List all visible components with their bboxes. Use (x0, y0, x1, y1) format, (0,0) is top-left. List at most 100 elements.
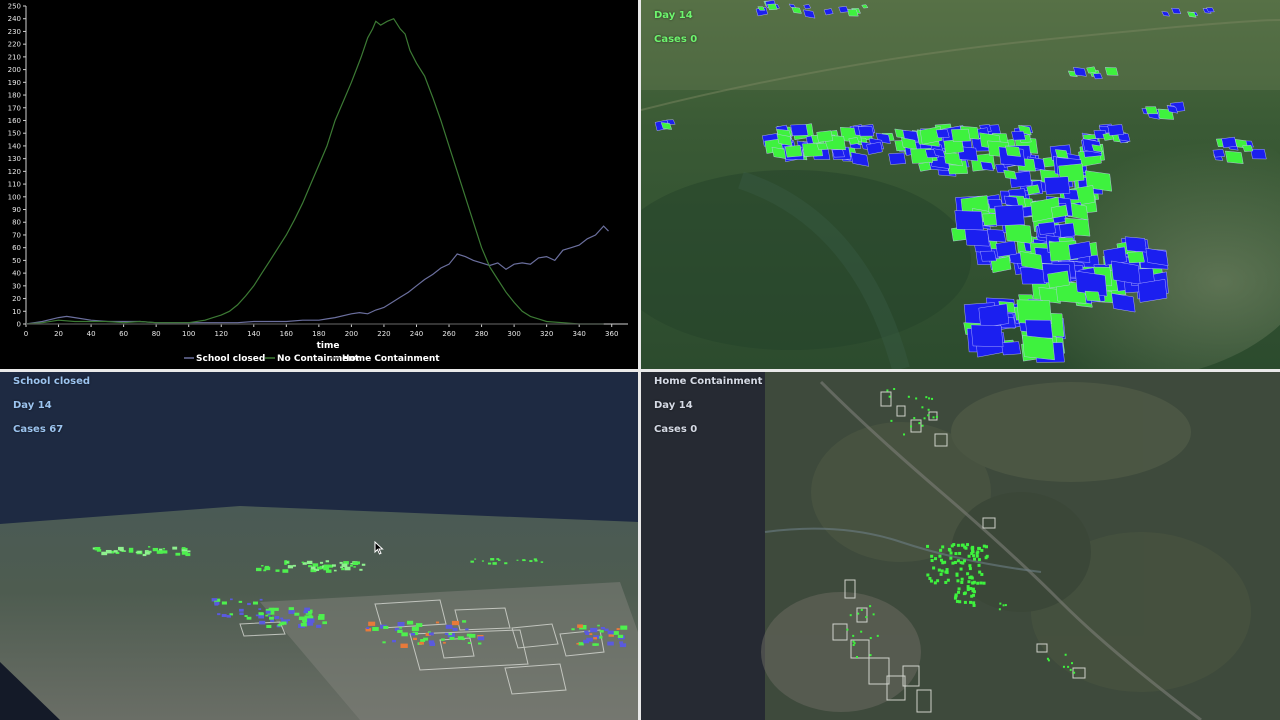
infected-building (1111, 293, 1136, 313)
infected-building (1124, 236, 1147, 253)
infection-marker (918, 422, 921, 425)
infection-marker (302, 617, 310, 623)
infection-marker (926, 544, 930, 548)
infection-marker (589, 633, 593, 636)
infection-marker (971, 589, 975, 593)
infection-marker (966, 585, 970, 589)
infection-marker (971, 547, 975, 551)
infected-building (1187, 11, 1197, 18)
infection-marker (903, 433, 906, 436)
aerial-3d-view-no-containment[interactable] (641, 0, 1280, 369)
infection-marker (316, 624, 322, 628)
infection-marker (571, 628, 575, 631)
cases-counter: Cases 0 (654, 34, 698, 45)
infection-marker (292, 564, 296, 567)
infection-marker (429, 642, 436, 646)
infected-building (1137, 279, 1168, 303)
no-containment-map-panel[interactable]: Day 14 Cases 0 (641, 0, 1280, 369)
infection-marker (302, 562, 307, 565)
infection-marker (327, 564, 334, 568)
infection-marker (275, 569, 280, 572)
infection-marker (982, 581, 986, 585)
infection-marker (452, 627, 458, 631)
infection-marker (172, 546, 178, 550)
infection-marker (598, 635, 603, 639)
infection-marker (977, 546, 981, 550)
infection-marker (522, 559, 526, 562)
infection-marker (876, 634, 879, 637)
home-containment-map-panel[interactable]: Home Containment Day 14 Cases 0 (641, 372, 1280, 720)
infection-marker (968, 564, 972, 568)
infection-marker (849, 614, 852, 617)
y-tick-label: 220 (8, 41, 21, 49)
infection-marker (910, 425, 913, 428)
y-tick-label: 10 (12, 308, 21, 316)
infection-marker (284, 563, 287, 565)
infection-marker (947, 547, 951, 551)
school-closed-map-panel[interactable]: School closed Day 14 Cases 67 (0, 372, 638, 720)
infection-marker (955, 572, 959, 576)
infection-marker (445, 624, 453, 629)
infection-marker (966, 588, 970, 592)
infection-marker (175, 552, 181, 556)
infection-marker (162, 550, 168, 554)
infection-marker (504, 562, 508, 565)
infection-marker (382, 641, 386, 644)
infection-marker (281, 621, 287, 625)
infection-marker (927, 414, 930, 417)
x-tick-label: 20 (54, 330, 63, 338)
infection-marker (286, 561, 289, 563)
infection-marker (977, 558, 981, 562)
series-line-no-containment (25, 17, 604, 325)
infection-marker (930, 559, 934, 563)
infected-building (823, 8, 834, 16)
infection-marker (274, 616, 280, 619)
infection-marker (269, 616, 274, 620)
infection-marker (443, 641, 446, 644)
y-tick-label: 230 (8, 28, 21, 36)
infection-marker (619, 641, 624, 644)
aerial-top-view-home-containment[interactable] (641, 372, 1280, 720)
infection-marker (474, 558, 477, 560)
y-tick-label: 50 (12, 257, 21, 265)
infection-marker (932, 566, 936, 570)
infection-marker (258, 612, 264, 616)
x-tick-label: 300 (507, 330, 520, 338)
infection-marker (957, 590, 961, 594)
infection-marker (935, 415, 938, 418)
infection-marker (406, 620, 414, 625)
infection-marker (264, 566, 271, 571)
y-tick-label: 30 (12, 282, 21, 290)
infection-marker (534, 559, 538, 562)
infected-building (838, 6, 849, 13)
infection-marker (846, 628, 849, 631)
infected-building (850, 151, 870, 167)
infection-marker (392, 639, 397, 643)
infection-marker (415, 623, 423, 627)
day-counter: Day 14 (654, 400, 693, 411)
infection-marker (306, 616, 314, 621)
y-tick-label: 40 (12, 270, 21, 278)
x-tick-label: 40 (87, 330, 96, 338)
infection-marker (968, 567, 972, 571)
infection-marker (865, 616, 868, 619)
infected-building (1038, 221, 1057, 235)
infection-marker (1071, 662, 1074, 665)
infection-marker (306, 621, 314, 626)
infection-marker (869, 637, 872, 640)
infection-marker (113, 550, 118, 553)
infection-marker (255, 567, 262, 572)
aerial-3d-view-school-closed[interactable] (0, 372, 638, 720)
y-tick-label: 200 (8, 66, 21, 74)
infection-marker (915, 397, 918, 400)
infection-marker (411, 626, 419, 631)
infected-building (848, 137, 860, 145)
infection-marker (263, 569, 267, 572)
infection-marker (466, 633, 472, 637)
infection-marker (619, 643, 627, 648)
infection-marker (239, 612, 244, 616)
infection-marker (470, 560, 474, 563)
infected-building (1225, 150, 1244, 164)
infected-building (816, 142, 829, 151)
infection-marker (985, 554, 989, 558)
